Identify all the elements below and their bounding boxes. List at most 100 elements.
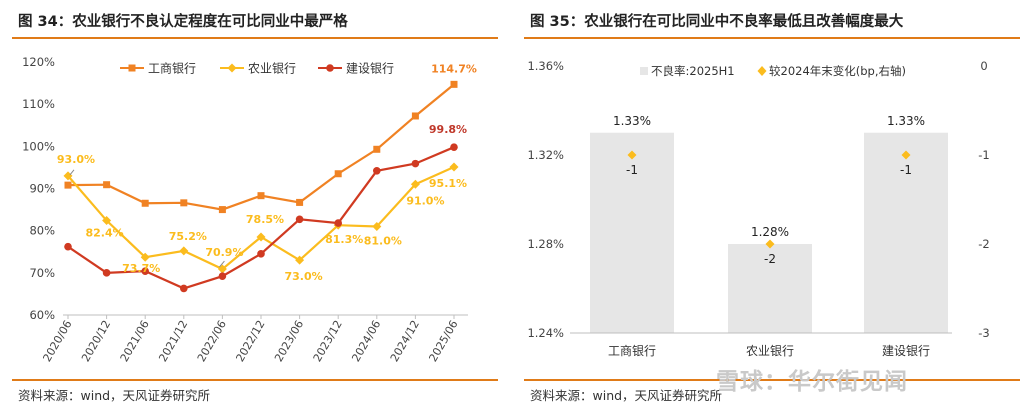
right-y-tick-label: -2 xyxy=(978,237,989,251)
data-point-marker xyxy=(218,272,227,281)
bar xyxy=(590,132,674,333)
y-tick-label: 90% xyxy=(29,182,55,196)
right-y-tick-label: -3 xyxy=(978,326,989,340)
data-point-marker xyxy=(295,215,304,224)
data-label: 73.0% xyxy=(285,270,323,283)
bar xyxy=(728,244,812,333)
scatter-marker xyxy=(901,150,911,160)
x-tick-label: 2022/06 xyxy=(195,318,229,364)
data-point-marker xyxy=(296,198,304,206)
data-label: 73.7% xyxy=(122,262,160,275)
scatter-value-label: -1 xyxy=(626,163,638,177)
legend-marker xyxy=(326,64,334,72)
bar-value-label: 1.33% xyxy=(887,114,925,128)
data-point-marker xyxy=(179,246,189,256)
x-tick-label: 2022/12 xyxy=(233,318,267,364)
scatter-marker xyxy=(765,239,775,249)
data-label: 81.0% xyxy=(364,234,402,247)
left-y-tick-label: 1.36% xyxy=(527,59,564,73)
x-tick-label: 2021/06 xyxy=(118,318,152,364)
right-chart-panel: 图 35：农业银行在可比同业中不良率最低且改善幅度最大 1.24% 1.28% 1.… xyxy=(512,0,1024,411)
data-label: 93.0% xyxy=(57,153,95,166)
data-label: 81.3% xyxy=(325,233,363,246)
x-tick-label: 2021/12 xyxy=(156,318,190,364)
scatter-value-label: -2 xyxy=(764,252,776,266)
data-point-marker xyxy=(334,170,342,178)
right-source-rule xyxy=(524,379,1020,381)
x-tick-label: 2024/12 xyxy=(388,318,422,364)
legend-marker xyxy=(757,66,767,76)
bar xyxy=(864,132,948,333)
left-y-tick-label: 1.24% xyxy=(527,326,564,340)
data-point-marker xyxy=(102,269,111,277)
data-label: 91.0% xyxy=(406,194,444,207)
data-point-marker xyxy=(103,181,111,189)
x-tick-label: 农业银行 xyxy=(746,344,794,358)
data-point-marker xyxy=(450,143,458,151)
x-tick-label: 2025/06 xyxy=(426,318,460,364)
left-source-rule xyxy=(12,379,498,381)
y-tick-label: 80% xyxy=(29,224,55,238)
data-point-marker xyxy=(411,159,420,168)
left-chart-title: 图 34：农业银行不良认定程度在可比同业中最严格 xyxy=(18,14,348,30)
watermark: 雪球：华尔街见闻 xyxy=(716,369,908,395)
bar-value-label: 1.33% xyxy=(613,114,651,128)
y-tick-label: 110% xyxy=(22,97,55,111)
data-point-marker xyxy=(102,216,112,226)
data-point-marker xyxy=(450,80,458,88)
bar-value-label: 1.28% xyxy=(751,225,789,239)
data-point-marker xyxy=(295,255,305,265)
data-point-marker xyxy=(372,221,382,231)
data-label: 95.1% xyxy=(429,177,467,190)
data-point-marker xyxy=(373,166,381,175)
scatter-value-label: -1 xyxy=(900,163,912,177)
series-line-0 xyxy=(67,83,455,211)
left-title-rule xyxy=(12,37,498,39)
right-y-tick-label: 0 xyxy=(980,59,987,73)
data-point-marker xyxy=(180,284,188,293)
data-point-marker xyxy=(141,199,149,207)
data-point-marker xyxy=(411,112,419,120)
y-tick-label: 100% xyxy=(22,139,55,153)
x-tick-label: 2023/12 xyxy=(311,318,345,364)
left-chart-panel: 图 34：农业银行不良认定程度在可比同业中最严格 60% 70% 80% 90% 100… xyxy=(0,0,500,411)
legend-marker xyxy=(128,64,136,72)
data-label: 70.9% xyxy=(205,246,243,259)
x-tick-label: 2020/12 xyxy=(79,318,113,364)
left-y-tick-label: 1.28% xyxy=(527,237,564,251)
leader-line xyxy=(69,169,75,176)
y-tick-label: 70% xyxy=(29,266,55,280)
x-tick-label: 2020/06 xyxy=(40,318,74,364)
right-title-rule xyxy=(524,37,1020,39)
data-point-marker xyxy=(257,250,265,258)
data-label: 75.2% xyxy=(169,230,207,243)
data-point-marker xyxy=(256,232,266,242)
left-chart-source: 资料来源：wind，天风证券研究所 xyxy=(18,388,211,403)
legend-label: 不良率:2025H1 xyxy=(651,64,735,78)
right-chart-source: 资料来源：wind，天风证券研究所 xyxy=(530,388,723,403)
data-point-marker xyxy=(64,181,72,189)
scatter-marker xyxy=(627,150,637,160)
right-chart-title: 图 35：农业银行在可比同业中不良率最低且改善幅度最大 xyxy=(530,14,904,30)
y-tick-label: 60% xyxy=(29,308,55,322)
x-tick-label: 工商银行 xyxy=(608,343,656,358)
left-y-tick-label: 1.32% xyxy=(527,148,564,162)
data-label: 114.7% xyxy=(431,62,477,75)
legend-label: 建设银行 xyxy=(346,62,394,76)
data-point-marker xyxy=(334,219,343,227)
data-label: 78.5% xyxy=(246,213,284,226)
y-tick-label: 120% xyxy=(22,55,55,69)
data-point-marker xyxy=(141,267,149,275)
legend-label: 较2024年末变化(bp,右轴) xyxy=(769,64,906,78)
x-tick-label: 建设银行 xyxy=(882,344,930,358)
x-tick-label: 2024/06 xyxy=(349,318,383,364)
leader-line xyxy=(219,260,225,268)
right-y-tick-label: -1 xyxy=(978,148,989,162)
legend-marker xyxy=(227,63,237,73)
data-point-marker xyxy=(410,179,420,189)
x-tick-label: 2023/06 xyxy=(272,318,306,364)
data-label: 82.4% xyxy=(86,227,124,240)
line-chart: 60%70%80%90%100%110%120%2020/06 2020/12 20… xyxy=(22,55,477,364)
bar-chart: 1.24% 1.28% 1.32% 1.36% -3 -2 -1 0 1.33% 1.28% 1.3… xyxy=(527,59,989,358)
legend-label: 农业银行 xyxy=(248,62,296,76)
